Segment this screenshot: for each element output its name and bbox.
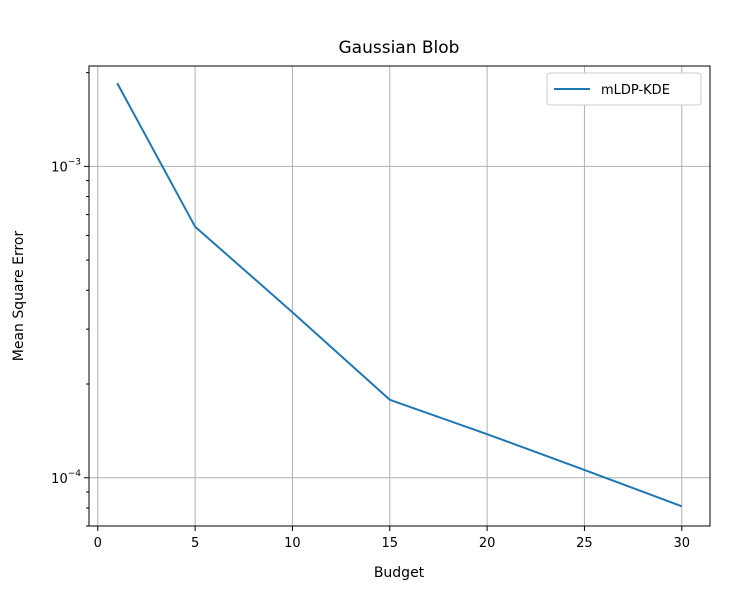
plot-frame: [88, 65, 711, 527]
grid: [89, 66, 710, 526]
x-tick-label: 0: [94, 536, 102, 551]
x-tick-label: 5: [191, 536, 199, 551]
series-line: [116, 82, 683, 508]
x-tick-label: 25: [576, 536, 593, 551]
x-axis-label: Budget: [374, 565, 425, 581]
x-tick-label: 20: [479, 536, 496, 551]
x-axis: 0 5 10 15 20 25 30: [94, 526, 690, 551]
legend: mLDP-KDE: [546, 72, 702, 106]
legend-label: mLDP-KDE: [601, 83, 670, 98]
y-axis: 10−3 10−4: [51, 157, 89, 487]
series-lines: [116, 82, 683, 508]
chart-title: Gaussian Blob: [339, 38, 460, 58]
x-tick-label: 30: [673, 536, 690, 551]
y-tick-label: 10−3: [51, 157, 81, 175]
legend-box: [546, 72, 702, 106]
x-tick-label: 15: [381, 536, 398, 551]
y-axis-label: Mean Square Error: [11, 231, 27, 362]
x-tick-label: 10: [284, 536, 301, 551]
y-tick-label: 10−4: [51, 469, 81, 487]
